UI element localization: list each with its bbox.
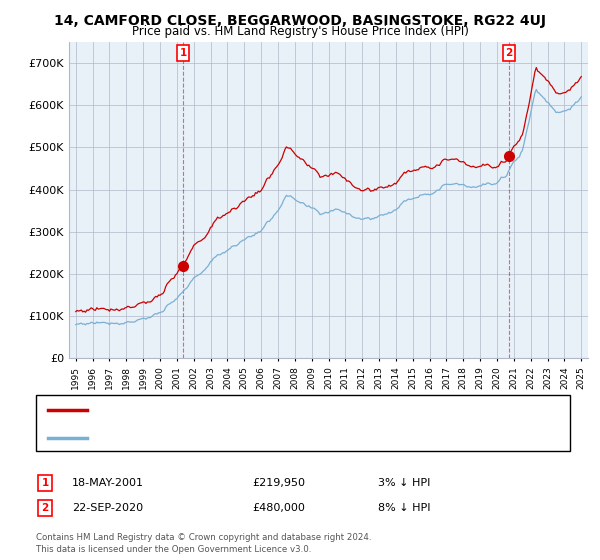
Text: 14, CAMFORD CLOSE, BEGGARWOOD, BASINGSTOKE, RG22 4UJ: 14, CAMFORD CLOSE, BEGGARWOOD, BASINGSTO…	[54, 14, 546, 28]
Text: 2: 2	[41, 503, 49, 513]
Text: 14, CAMFORD CLOSE, BEGGARWOOD, BASINGSTOKE, RG22 4UJ (detached house): 14, CAMFORD CLOSE, BEGGARWOOD, BASINGSTO…	[96, 405, 496, 416]
Text: HPI: Average price, detached house, Basingstoke and Deane: HPI: Average price, detached house, Basi…	[96, 433, 392, 444]
Text: Contains HM Land Registry data © Crown copyright and database right 2024.
This d: Contains HM Land Registry data © Crown c…	[36, 533, 371, 554]
Text: 2: 2	[505, 48, 512, 58]
Text: £480,000: £480,000	[252, 503, 305, 513]
Text: 1: 1	[179, 48, 187, 58]
Text: 3% ↓ HPI: 3% ↓ HPI	[378, 478, 430, 488]
Text: 18-MAY-2001: 18-MAY-2001	[72, 478, 144, 488]
Text: 22-SEP-2020: 22-SEP-2020	[72, 503, 143, 513]
Text: 1: 1	[41, 478, 49, 488]
Text: 8% ↓ HPI: 8% ↓ HPI	[378, 503, 431, 513]
Text: Price paid vs. HM Land Registry's House Price Index (HPI): Price paid vs. HM Land Registry's House …	[131, 25, 469, 38]
Text: £219,950: £219,950	[252, 478, 305, 488]
